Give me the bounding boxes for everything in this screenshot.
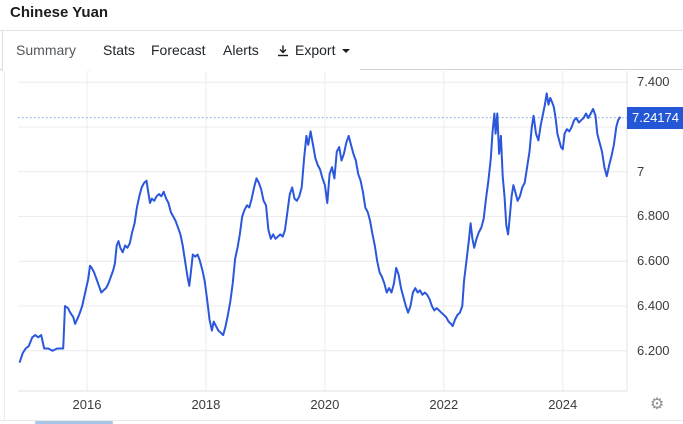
y-axis-label: 6.400 <box>637 297 670 313</box>
caret-down-icon <box>342 48 351 53</box>
export-button[interactable]: Export <box>266 31 361 70</box>
tab-alerts-label: Alerts <box>223 42 259 58</box>
y-axis-label: 6.800 <box>637 208 670 224</box>
current-price-badge: 7.24174 <box>627 106 683 129</box>
download-icon <box>276 44 290 58</box>
x-axis-label: 2024 <box>548 397 578 412</box>
y-axis-label: 6.200 <box>637 342 670 358</box>
tab-stats-label: Stats <box>103 42 135 58</box>
x-axis-label: 2022 <box>429 397 459 412</box>
export-label: Export <box>295 42 336 58</box>
chart-canvas[interactable] <box>0 70 683 424</box>
chart-left-border <box>4 71 5 420</box>
title-bar: Chinese Yuan <box>0 0 683 31</box>
tab-alerts[interactable]: Alerts <box>209 31 273 70</box>
x-axis-label: 2016 <box>72 397 102 412</box>
page-title: Chinese Yuan <box>10 4 109 21</box>
tab-forecast-label: Forecast <box>151 42 206 58</box>
tab-summary[interactable]: Summary <box>2 31 90 71</box>
price-chart[interactable]: 7.400 7 6.800 6.600 6.400 6.200 2016 2018 2020 2… <box>0 70 683 424</box>
y-axis-label: 7 <box>637 163 645 179</box>
y-axis-label: 7.400 <box>637 74 670 90</box>
gear-icon[interactable]: ⚙ <box>649 396 665 413</box>
partial-element <box>35 421 113 424</box>
x-axis-label: 2018 <box>191 397 221 412</box>
bottom-divider <box>0 420 683 421</box>
tab-forecast[interactable]: Forecast <box>137 31 220 70</box>
tab-bar: Summary Stats Forecast Alerts Export <box>0 31 683 71</box>
y-axis-label: 6.600 <box>637 253 670 269</box>
x-axis-label: 2020 <box>310 397 340 412</box>
tab-summary-label: Summary <box>16 42 76 58</box>
